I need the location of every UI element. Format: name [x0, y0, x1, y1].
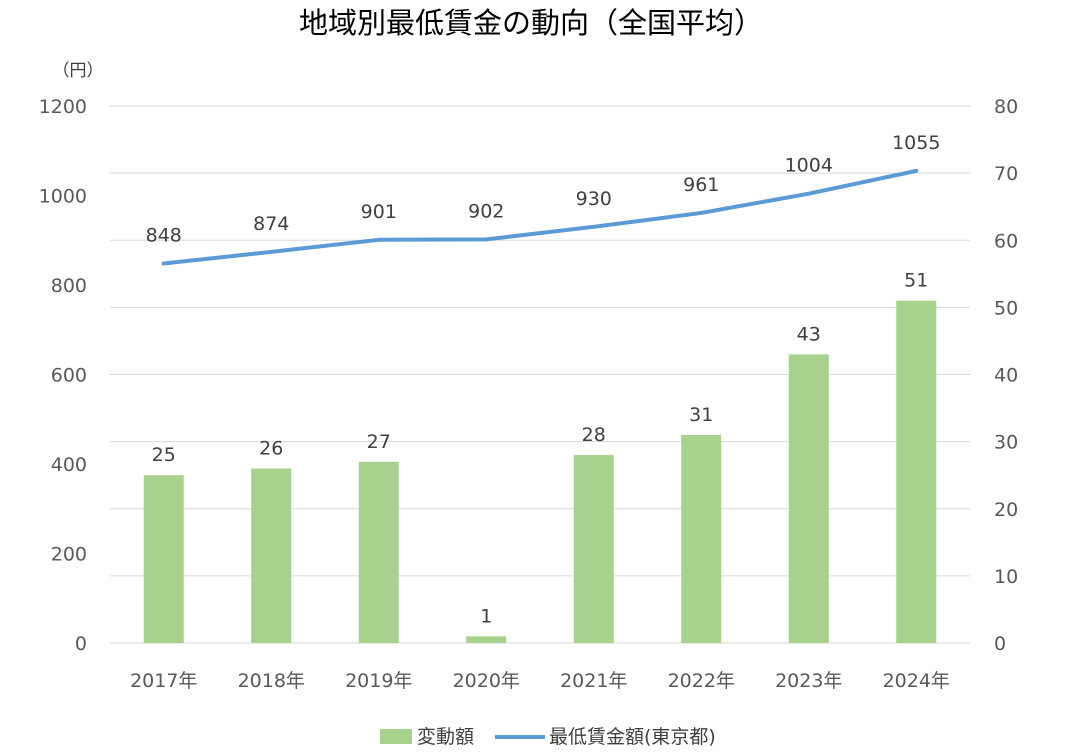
- x-tick-label: 2018年: [238, 670, 305, 692]
- bar-data-label: 1: [480, 605, 492, 627]
- x-tick-label: 2019年: [345, 670, 412, 692]
- legend-label-min-wage: 最低賃金額(東京都): [549, 726, 716, 748]
- bar-data-label: 43: [797, 323, 821, 345]
- x-tick-label: 2024年: [883, 670, 950, 692]
- bar-data-label: 25: [152, 444, 176, 466]
- y-left-tick-label: 1000: [39, 186, 87, 208]
- bar: [143, 475, 184, 643]
- legend-swatch-change: [380, 729, 412, 744]
- bar: [251, 468, 292, 643]
- bar-data-label: 26: [259, 437, 283, 459]
- axes: 0102030405060708002004006008001000120020…: [39, 96, 1019, 692]
- bar: [896, 300, 937, 643]
- y-right-tick-label: 10: [994, 566, 1018, 588]
- y-left-tick-label: 0: [75, 633, 87, 655]
- y-right-tick-label: 0: [994, 633, 1006, 655]
- bar: [573, 455, 614, 643]
- x-tick-label: 2017年: [130, 670, 197, 692]
- y-right-tick-label: 40: [994, 365, 1018, 387]
- y-right-tick-label: 80: [994, 96, 1018, 118]
- bar-data-label: 51: [904, 270, 928, 292]
- x-tick-label: 2022年: [668, 670, 735, 692]
- chart-title: 地域別最低賃金の動向（全国平均）: [299, 6, 763, 40]
- bar-data-label: 28: [582, 424, 606, 446]
- y-right-tick-label: 70: [994, 163, 1018, 185]
- y-axis-unit-label: （円）: [53, 61, 104, 81]
- line-data-label: 874: [253, 213, 289, 235]
- y-left-tick-label: 200: [51, 544, 87, 566]
- legend: 変動額 最低賃金額(東京都): [380, 726, 716, 748]
- y-left-tick-label: 400: [51, 454, 87, 476]
- y-left-tick-label: 1200: [39, 96, 87, 118]
- bar-data-label: 27: [367, 431, 391, 453]
- line-data-label: 961: [683, 174, 719, 196]
- line-data-label: 1055: [892, 132, 940, 154]
- line-data-label: 848: [146, 225, 182, 247]
- line-data-label: 1004: [785, 155, 833, 177]
- bar: [466, 636, 507, 643]
- y-right-tick-label: 60: [994, 230, 1018, 252]
- bar: [788, 354, 829, 643]
- x-tick-label: 2020年: [453, 670, 520, 692]
- min-wage-line: [161, 168, 919, 266]
- y-right-tick-label: 50: [994, 297, 1018, 319]
- bar-data-label: 31: [689, 404, 713, 426]
- y-right-tick-label: 30: [994, 432, 1018, 454]
- legend-label-change: 変動額: [417, 726, 474, 748]
- y-left-tick-label: 800: [51, 275, 87, 297]
- x-tick-label: 2023年: [775, 670, 842, 692]
- bar-series-change: [143, 300, 937, 643]
- bar: [358, 461, 399, 643]
- line-data-label: 901: [361, 201, 397, 223]
- line-data-label: 930: [576, 188, 612, 210]
- line-data-label: 902: [468, 200, 504, 222]
- line-series-min-wage: [161, 168, 919, 266]
- y-right-tick-label: 20: [994, 499, 1018, 521]
- y-left-tick-label: 600: [51, 365, 87, 387]
- bar: [681, 434, 722, 643]
- x-tick-label: 2021年: [560, 670, 627, 692]
- data-labels: 25 26 27 1 28 31 43 51 848 874 901 902 930 961 1004 105…: [146, 132, 941, 627]
